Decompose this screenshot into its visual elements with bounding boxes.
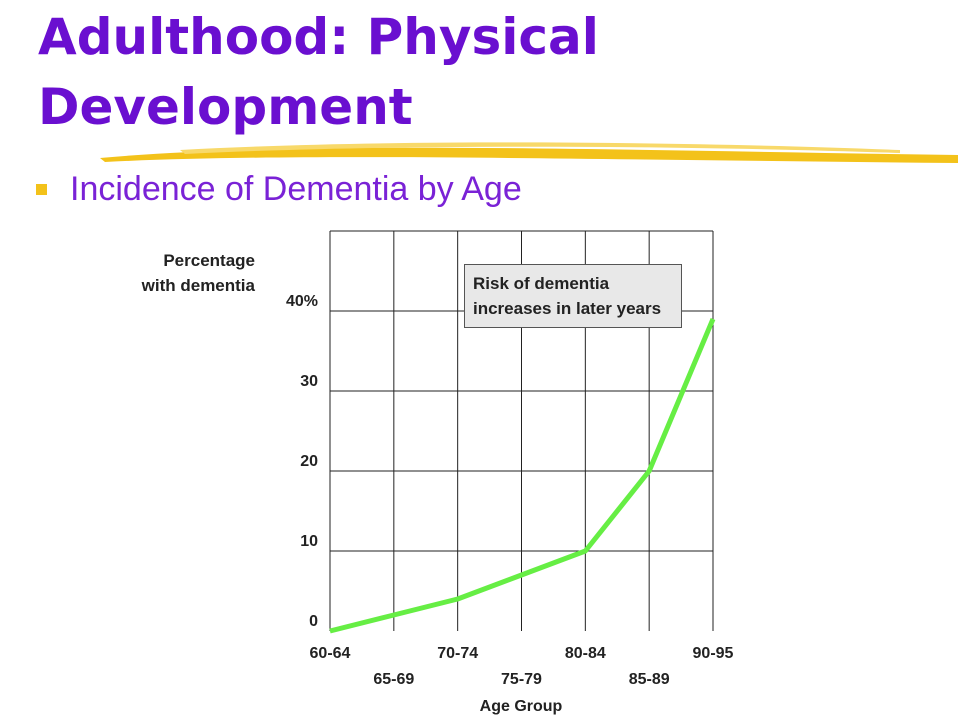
x-axis-label: Age Group [480,698,563,715]
y-tick-label: 0 [309,613,318,630]
x-tick-label: 70-74 [437,645,478,662]
y-axis-label: Percentage with dementia [141,251,255,295]
x-tick-label: 60-64 [310,645,351,662]
brush-stroke [100,147,958,163]
x-tick-label: 75-79 [501,671,542,688]
x-tick-label: 90-95 [693,645,734,662]
annotation: Risk of dementia increases in later year… [464,264,682,328]
y-tick-label: 10 [300,533,318,550]
slide-title: Adulthood: Physical Development [38,8,599,136]
x-tick-label: 65-69 [373,671,414,688]
y-tick-label: 20 [300,453,318,470]
brush-stroke [180,142,900,154]
x-tick-label: 80-84 [565,645,606,662]
x-tick-label: 85-89 [629,671,670,688]
y-tick-label: 30 [300,373,318,390]
data-line [329,318,716,634]
bullet-text: Incidence of Dementia by Age [70,170,522,208]
y-tick-label: 40% [286,293,318,310]
bullet-marker [36,184,47,195]
